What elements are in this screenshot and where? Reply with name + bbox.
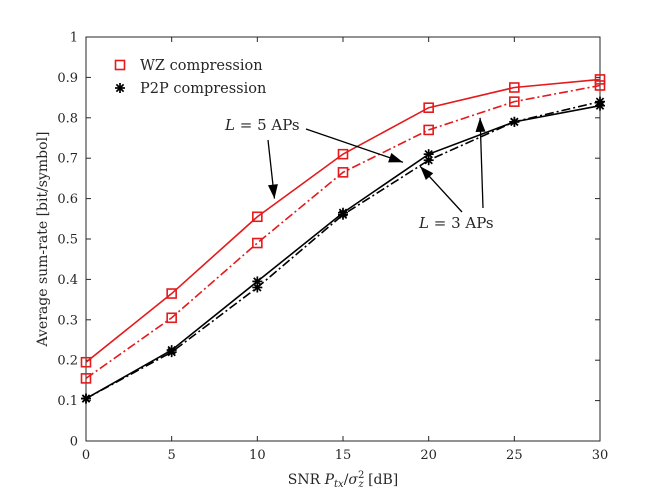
data-series — [80, 74, 606, 404]
data-point-asterisk — [338, 209, 348, 220]
annotation-l3: L = 3 APs — [418, 214, 494, 232]
data-point-asterisk-stroke — [81, 394, 91, 403]
y-tick-label: 0.3 — [57, 313, 78, 328]
data-point-square — [80, 356, 92, 368]
arrow-l5-p2p-head — [388, 152, 403, 163]
arrow-l3-p2p — [419, 165, 463, 213]
data-point-asterisk-stroke — [424, 156, 433, 165]
data-point-asterisk — [252, 282, 263, 293]
data-point-asterisk-stroke — [595, 97, 605, 106]
series-0 — [80, 74, 606, 368]
data-point-square — [337, 167, 349, 178]
annotation-arrows — [267, 117, 486, 213]
annotation-l5-text: = 5 APs — [235, 116, 300, 134]
series-3 — [81, 96, 605, 404]
data-point-asterisk — [252, 276, 263, 287]
x-tick-label: 0 — [82, 448, 90, 463]
arrow-l5-p2p-shaft — [305, 128, 404, 163]
legend-marker-square — [114, 59, 126, 71]
annotation-l5: L = 5 APs — [224, 116, 300, 134]
data-point-square — [80, 373, 92, 384]
data-point-asterisk — [423, 155, 434, 166]
data-point-square — [252, 237, 263, 249]
y-tick-label: 0.6 — [57, 192, 78, 207]
legend: WZ compression P2P compression — [94, 45, 306, 103]
y-tick-label: 0.7 — [57, 152, 78, 167]
annotation-l5-var: L — [224, 116, 235, 134]
x-title-slash: / — [344, 472, 349, 488]
y-tick-label: 0.1 — [57, 394, 78, 409]
x-axis-title: SNR Ptx/σ2 z [dB] — [288, 470, 399, 490]
data-point-asterisk-stroke — [167, 347, 176, 357]
data-point-asterisk-stroke — [424, 149, 433, 159]
y-axis-title: Average sum-rate [bit/symbol] — [35, 131, 51, 347]
arrow-l5-p2p — [305, 128, 404, 163]
data-point-square — [166, 288, 177, 299]
annotation-l3-text: = 3 APs — [429, 214, 494, 232]
data-point-asterisk — [509, 116, 520, 127]
y-tick-label: 0 — [70, 435, 78, 450]
axis-ticks: 0 5 10 15 20 25 30 0 0.1 0.2 0.3 0.4 0.5 0.6 0.7 0.8 0.9… — [57, 31, 608, 464]
x-tick-label: 15 — [335, 448, 352, 463]
arrow-l3-wz — [475, 117, 486, 209]
x-tick-label: 25 — [506, 448, 523, 463]
x-title-suffix: [dB] — [364, 472, 399, 488]
y-tick-label: 0.4 — [57, 273, 78, 288]
series-line-0 — [85, 78, 601, 363]
data-point-asterisk — [81, 393, 91, 404]
data-point-asterisk-stroke — [510, 117, 519, 127]
legend-label-p2p: P2P compression — [140, 81, 266, 97]
x-title-sub-z: z — [357, 479, 364, 490]
x-title-sup-2: 2 — [358, 470, 364, 481]
arrow-l5-wz-head — [267, 184, 278, 199]
legend-marker-asterisk — [115, 83, 125, 93]
x-title-prefix: SNR — [288, 472, 325, 488]
legend-asterisk-icon — [115, 83, 125, 93]
data-point-asterisk-stroke — [338, 210, 348, 219]
y-tick-label: 0.8 — [57, 111, 78, 126]
data-point-square — [423, 102, 434, 113]
y-tick-label: 0.2 — [57, 354, 78, 369]
x-tick-label: 30 — [592, 448, 609, 463]
arrow-l3-wz-shaft — [479, 117, 484, 209]
data-point-square — [509, 82, 520, 93]
data-point-asterisk-stroke — [253, 277, 262, 286]
legend-square-icon — [114, 59, 126, 71]
data-point-square — [337, 148, 349, 160]
data-point-square — [423, 124, 434, 136]
data-point-asterisk — [595, 96, 605, 107]
x-tick-label: 20 — [420, 448, 437, 463]
data-point-asterisk-stroke — [253, 283, 262, 292]
data-point-square — [594, 80, 606, 91]
arrow-l3-wz-head — [475, 117, 486, 132]
x-title-sigma: σ — [348, 472, 358, 488]
y-tick-label: 0.5 — [57, 233, 78, 248]
data-point-square — [594, 74, 606, 85]
legend-asterisk-icon-stroke — [115, 83, 125, 93]
plot-area — [85, 36, 601, 442]
data-point-square — [252, 211, 263, 223]
arrow-l3-p2p-head — [420, 166, 434, 180]
series-line-1 — [85, 84, 601, 380]
x-title-p: P — [324, 472, 335, 488]
annotation-l3-var: L — [418, 214, 429, 232]
legend-label-wz: WZ compression — [140, 58, 263, 74]
axes-frame — [85, 36, 601, 442]
y-tick-label: 1 — [70, 31, 78, 46]
data-point-square — [166, 312, 177, 324]
y-tick-label: 0.9 — [57, 71, 78, 86]
data-point-asterisk — [166, 347, 177, 358]
x-tick-label: 10 — [249, 448, 266, 463]
series-1 — [80, 80, 606, 384]
arrow-l5-wz — [267, 139, 278, 199]
x-tick-label: 5 — [168, 448, 176, 463]
data-point-square — [509, 96, 520, 107]
annotations: L = 5 APs L = 3 APs — [224, 116, 494, 232]
x-title-sub-tx: tx — [334, 479, 344, 490]
legend-box — [94, 45, 306, 103]
